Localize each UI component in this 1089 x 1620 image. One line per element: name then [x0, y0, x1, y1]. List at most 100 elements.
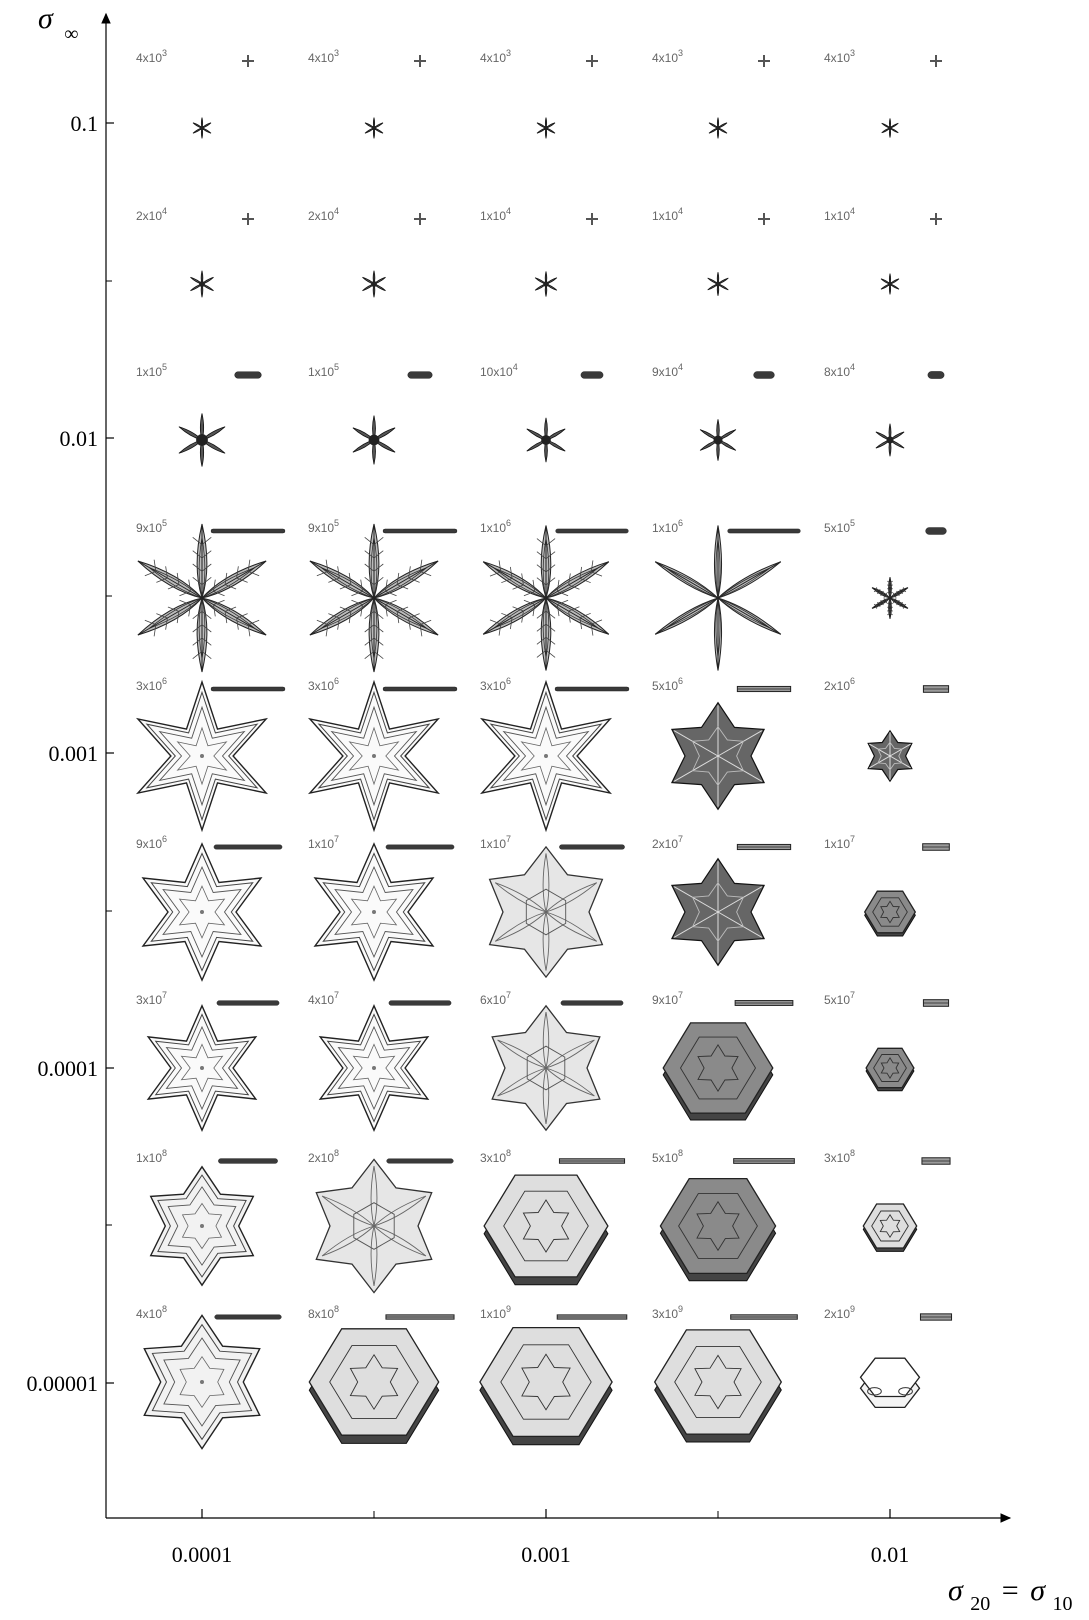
growth-step-label: 3x107	[136, 990, 167, 1007]
label-exponent: 7	[334, 834, 339, 844]
label-exponent: 3	[162, 48, 167, 58]
side-view	[214, 1314, 282, 1320]
label-mantissa: 3x10	[480, 679, 506, 693]
crystal-top-view	[707, 272, 729, 296]
side-view	[216, 1000, 280, 1006]
label-mantissa: 5x10	[824, 521, 850, 535]
label-mantissa: 1x10	[480, 1307, 506, 1321]
label-exponent: 4	[162, 206, 167, 216]
label-mantissa: 3x10	[308, 679, 334, 693]
label-mantissa: 2x10	[652, 837, 678, 851]
crystal-cell: 3x109	[652, 1304, 798, 1443]
label-exponent: 7	[678, 834, 683, 844]
growth-step-label: 4x103	[480, 48, 511, 65]
crystal-top-view	[315, 1158, 433, 1294]
label-exponent: 6	[678, 518, 683, 528]
label-mantissa: 8x10	[308, 1307, 334, 1321]
crystal-cell: 5x108	[652, 1148, 795, 1282]
crystal-cell: 9x104	[652, 362, 775, 461]
label-mantissa: 4x10	[652, 51, 678, 65]
x-tick-label: 0.001	[521, 1542, 571, 1567]
y-tick-label: 0.00001	[27, 1371, 99, 1396]
label-mantissa: 1x10	[652, 209, 678, 223]
crystal-cell: 1x109	[479, 1304, 628, 1446]
side-view	[382, 528, 458, 534]
crystal-top-view	[149, 1165, 255, 1287]
label-exponent: 8	[850, 1148, 855, 1158]
label-exponent: 7	[506, 990, 511, 1000]
label-mantissa: 1x10	[652, 521, 678, 535]
crystal-top-view	[479, 679, 613, 833]
crystal-cell: 10x104	[480, 362, 604, 463]
crystal-top-view	[865, 1047, 915, 1092]
crystal-top-view	[526, 417, 566, 463]
label-exponent: 6	[678, 676, 683, 686]
growth-step-label: 3x106	[308, 676, 339, 693]
crystal-top-view	[880, 273, 900, 295]
y-axis-title: σ ∞	[38, 2, 79, 45]
growth-step-label: 2x108	[308, 1148, 339, 1165]
crystal-cell: 5x105	[824, 518, 947, 619]
crystal-top-view	[313, 842, 435, 982]
label-exponent: 8	[506, 1148, 511, 1158]
crystal-cell: 1x105	[308, 362, 433, 465]
crystal-cell: 2x106	[824, 676, 950, 783]
label-exponent: 8	[334, 1304, 339, 1314]
side-view	[234, 371, 262, 379]
side-view	[242, 213, 254, 225]
crystal-top-view	[871, 577, 909, 619]
x-axis-title: σ 20 = σ 10	[948, 1574, 1073, 1617]
label-mantissa: 1x10	[136, 1151, 162, 1165]
side-view	[559, 844, 625, 850]
growth-step-label: 5x105	[824, 518, 855, 535]
side-view	[385, 1314, 455, 1320]
side-view	[210, 528, 286, 534]
growth-step-label: 5x108	[652, 1148, 683, 1165]
label-mantissa: 4x10	[308, 51, 334, 65]
side-view	[922, 843, 950, 851]
growth-step-label: 1x105	[308, 362, 339, 379]
label-exponent: 8	[678, 1148, 683, 1158]
growth-step-label: 5x106	[652, 676, 683, 693]
growth-step-label: 9x106	[136, 834, 167, 851]
crystal-cell: 4x108	[136, 1304, 282, 1450]
crystal-top-view	[670, 857, 766, 967]
label-mantissa: 4x10	[824, 51, 850, 65]
crystal-top-view	[308, 1328, 440, 1444]
side-view	[385, 844, 455, 850]
growth-step-label: 10x104	[480, 362, 518, 379]
label-exponent: 3	[850, 48, 855, 58]
label-mantissa: 1x10	[480, 521, 506, 535]
growth-step-label: 8x104	[824, 362, 855, 379]
side-view	[758, 213, 770, 225]
side-view	[554, 686, 630, 692]
label-mantissa: 5x10	[824, 993, 850, 1007]
x-tick-label: 0.0001	[172, 1542, 233, 1567]
label-mantissa: 1x10	[308, 365, 334, 379]
growth-step-label: 1x107	[480, 834, 511, 851]
label-exponent: 4	[678, 206, 683, 216]
crystal-cell: 2x108	[308, 1148, 454, 1294]
crystal-top-view	[699, 419, 737, 461]
crystal-top-view	[653, 1329, 783, 1443]
crystal-cell: 1x106	[480, 518, 629, 671]
growth-step-label: 2x104	[308, 206, 339, 223]
growth-step-label: 1x107	[824, 834, 855, 851]
label-mantissa: 2x10	[136, 209, 162, 223]
side-view	[922, 999, 950, 1007]
side-view	[753, 371, 775, 379]
side-view	[388, 1000, 452, 1006]
label-mantissa: 2x10	[824, 1307, 850, 1321]
crystal-top-view	[483, 1174, 609, 1286]
label-exponent: 5	[162, 518, 167, 528]
side-view	[734, 1000, 794, 1006]
crystal-cell: 4x103	[480, 48, 598, 139]
label-mantissa: 6x10	[480, 993, 506, 1007]
crystal-top-view	[190, 270, 214, 298]
label-mantissa: 3x10	[136, 993, 162, 1007]
label-mantissa: 2x10	[824, 679, 850, 693]
side-view	[210, 686, 286, 692]
side-view	[927, 371, 945, 379]
side-view	[727, 528, 801, 534]
crystal-cell: 2x107	[652, 834, 792, 967]
